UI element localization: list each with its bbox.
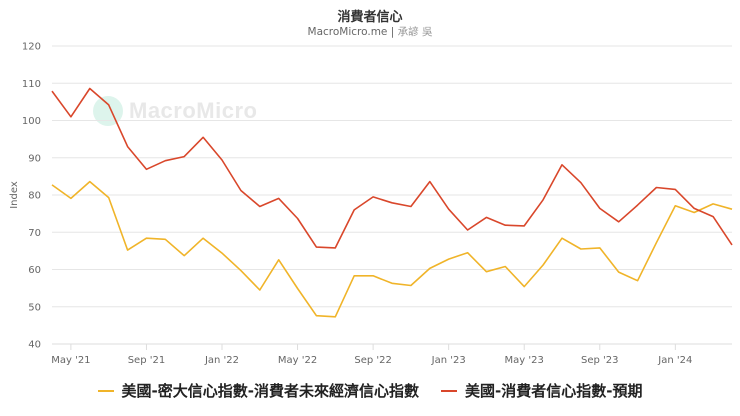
y-axis-title: Index <box>9 181 20 209</box>
watermark: MacroMicro <box>93 96 257 126</box>
y-tick-label: 80 <box>28 191 41 202</box>
source-label: MacroMicro.me <box>307 26 388 38</box>
legend-label: 美國-密大信心指數-消費者未來經濟信心指數 <box>121 382 419 400</box>
watermark-text: MacroMicro <box>129 98 258 123</box>
conference-board-expectations-line[interactable] <box>51 87 733 249</box>
subtitle-separator: | <box>390 26 395 38</box>
series-lines[interactable] <box>51 87 733 318</box>
y-axis: 40 50 60 70 80 90 100 110 120 <box>22 42 41 351</box>
chart-title: 消費者信心 <box>337 10 403 25</box>
y-tick-label: 90 <box>28 153 41 164</box>
x-tick-label: May '21 <box>51 355 90 366</box>
x-tick-label: Sep '23 <box>581 355 619 366</box>
chart-subtitle: MacroMicro.me | 承諺 吳 <box>0 24 740 39</box>
x-tick-label: Jan '23 <box>431 355 466 366</box>
legend-item-michigan-expectations[interactable]: 美國-密大信心指數-消費者未來經濟信心指數 <box>97 380 419 401</box>
yellow-line-swatch-icon <box>97 389 114 392</box>
michigan-expectations-line[interactable] <box>51 180 733 318</box>
x-tick-label: Jan '24 <box>657 355 692 366</box>
y-tick-label: 110 <box>22 79 41 90</box>
y-tick-label: 50 <box>28 302 41 313</box>
author-label: 承諺 吳 <box>397 26 433 38</box>
grid-lines <box>52 45 732 345</box>
x-axis: May '21 Sep '21 Jan '22 May '22 Sep '22 Jan '… <box>51 343 732 366</box>
red-line-swatch-icon <box>441 389 457 392</box>
x-tick-label: May '22 <box>278 355 317 366</box>
x-tick-label: May '23 <box>505 355 544 366</box>
x-tick-label: Jan '22 <box>204 355 239 366</box>
legend-item-conference-board-expectations[interactable]: 美國-消費者信心指數-預期 <box>441 380 642 401</box>
y-tick-label: 70 <box>28 228 41 239</box>
x-tick-label: Sep '21 <box>128 355 166 366</box>
y-tick-label: 120 <box>22 42 41 53</box>
legend: 美國-密大信心指數-消費者未來經濟信心指數 美國-消費者信心指數-預期 <box>0 380 740 401</box>
y-tick-label: 100 <box>22 116 41 127</box>
y-tick-label: 40 <box>28 340 41 351</box>
legend-label: 美國-消費者信心指數-預期 <box>465 382 643 400</box>
y-tick-label: 60 <box>28 265 41 276</box>
x-tick-label: Sep '22 <box>354 355 392 366</box>
